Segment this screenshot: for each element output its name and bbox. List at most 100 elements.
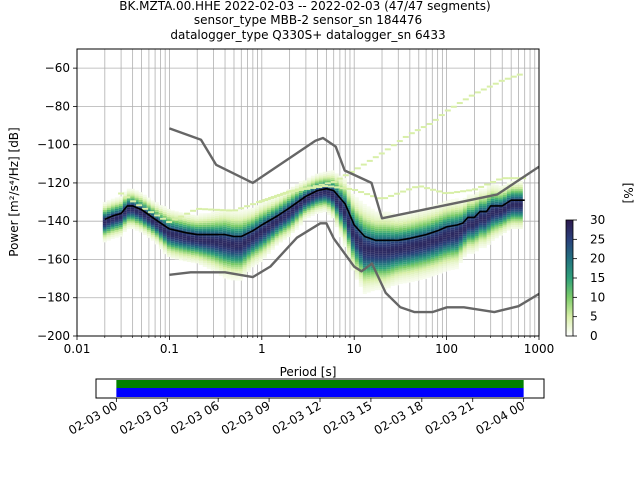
density-cell	[250, 232, 255, 235]
density-cell	[286, 200, 291, 203]
density-cell	[266, 213, 271, 216]
density-cell	[178, 241, 183, 244]
density-cell	[486, 225, 491, 228]
density-cell	[346, 190, 351, 193]
density-cell	[250, 253, 255, 256]
density-cell	[306, 194, 311, 197]
outlier-cell	[208, 208, 215, 211]
density-cell	[386, 244, 391, 247]
density-cell	[226, 250, 231, 253]
y-tick-label: −180	[37, 291, 70, 305]
density-cell	[442, 235, 447, 238]
density-cell	[242, 226, 247, 229]
density-cell	[278, 215, 283, 218]
density-cell	[166, 231, 171, 234]
density-cell	[454, 244, 459, 247]
density-cell	[466, 205, 471, 208]
density-cell	[502, 196, 507, 199]
density-cell	[398, 239, 403, 242]
density-cell	[446, 264, 451, 267]
density-cell	[286, 235, 291, 238]
density-cell	[110, 204, 115, 207]
density-cell	[390, 260, 395, 263]
density-cell	[354, 210, 359, 213]
density-cell	[106, 209, 111, 212]
density-cell	[482, 223, 487, 226]
density-cell	[454, 207, 459, 210]
density-cell	[258, 242, 263, 245]
density-cell	[402, 241, 407, 244]
density-cell	[442, 256, 447, 259]
density-cell	[286, 196, 291, 199]
density-cell	[218, 212, 223, 215]
density-cell	[494, 186, 499, 189]
density-cell	[198, 236, 203, 239]
density-cell	[378, 219, 383, 222]
density-cell	[518, 196, 523, 199]
density-cell	[514, 182, 519, 185]
density-cell	[518, 215, 523, 218]
density-cell	[430, 251, 435, 254]
density-cell	[186, 233, 191, 236]
density-cell	[454, 213, 459, 216]
density-cell	[350, 251, 355, 254]
density-cell	[494, 217, 499, 220]
density-cell	[310, 208, 315, 211]
density-cell	[354, 252, 359, 255]
density-cell	[478, 246, 483, 249]
density-cell	[410, 258, 415, 261]
y-tick-label: −160	[37, 252, 70, 266]
density-cell	[502, 190, 507, 193]
density-cell	[502, 185, 507, 188]
density-cell	[166, 251, 171, 254]
density-cell	[394, 279, 399, 282]
density-cell	[306, 189, 311, 192]
density-cell	[174, 215, 179, 218]
density-cell	[370, 245, 375, 248]
density-cell	[226, 227, 231, 230]
density-cell	[158, 230, 163, 233]
density-cell	[446, 230, 451, 233]
density-cell	[482, 205, 487, 208]
density-cell	[430, 249, 435, 252]
density-cell	[402, 243, 407, 246]
density-cell	[110, 229, 115, 232]
density-cell	[398, 260, 403, 263]
density-cell	[422, 254, 427, 257]
density-cell	[274, 201, 279, 204]
density-cell	[314, 200, 319, 203]
density-cell	[454, 209, 459, 212]
density-cell	[242, 261, 247, 264]
density-cell	[130, 217, 135, 220]
outlier-cell	[372, 156, 379, 159]
density-cell	[130, 225, 135, 228]
density-cell	[166, 209, 171, 212]
density-cell	[422, 263, 427, 266]
density-cell	[510, 215, 515, 218]
density-cell	[406, 253, 411, 256]
density-cell	[386, 248, 391, 251]
density-cell	[314, 211, 319, 214]
density-cell	[494, 190, 499, 193]
density-cell	[246, 252, 251, 255]
density-cell	[506, 199, 511, 202]
density-cell	[234, 253, 239, 256]
density-cell	[402, 223, 407, 226]
outlier-cell	[502, 177, 509, 180]
density-cell	[230, 274, 235, 277]
outlier-cell	[226, 209, 233, 212]
density-cell	[222, 244, 227, 247]
outlier-cell	[508, 177, 515, 180]
density-cell	[106, 227, 111, 230]
density-cell	[286, 219, 291, 222]
density-cell	[162, 209, 167, 212]
density-cell	[438, 271, 443, 274]
density-cell	[150, 236, 155, 239]
density-cell	[286, 217, 291, 220]
density-cell	[382, 269, 387, 272]
density-cell	[482, 200, 487, 203]
density-cell	[418, 212, 423, 215]
density-cell	[470, 232, 475, 235]
density-cell	[354, 273, 359, 276]
density-cell	[498, 199, 503, 202]
